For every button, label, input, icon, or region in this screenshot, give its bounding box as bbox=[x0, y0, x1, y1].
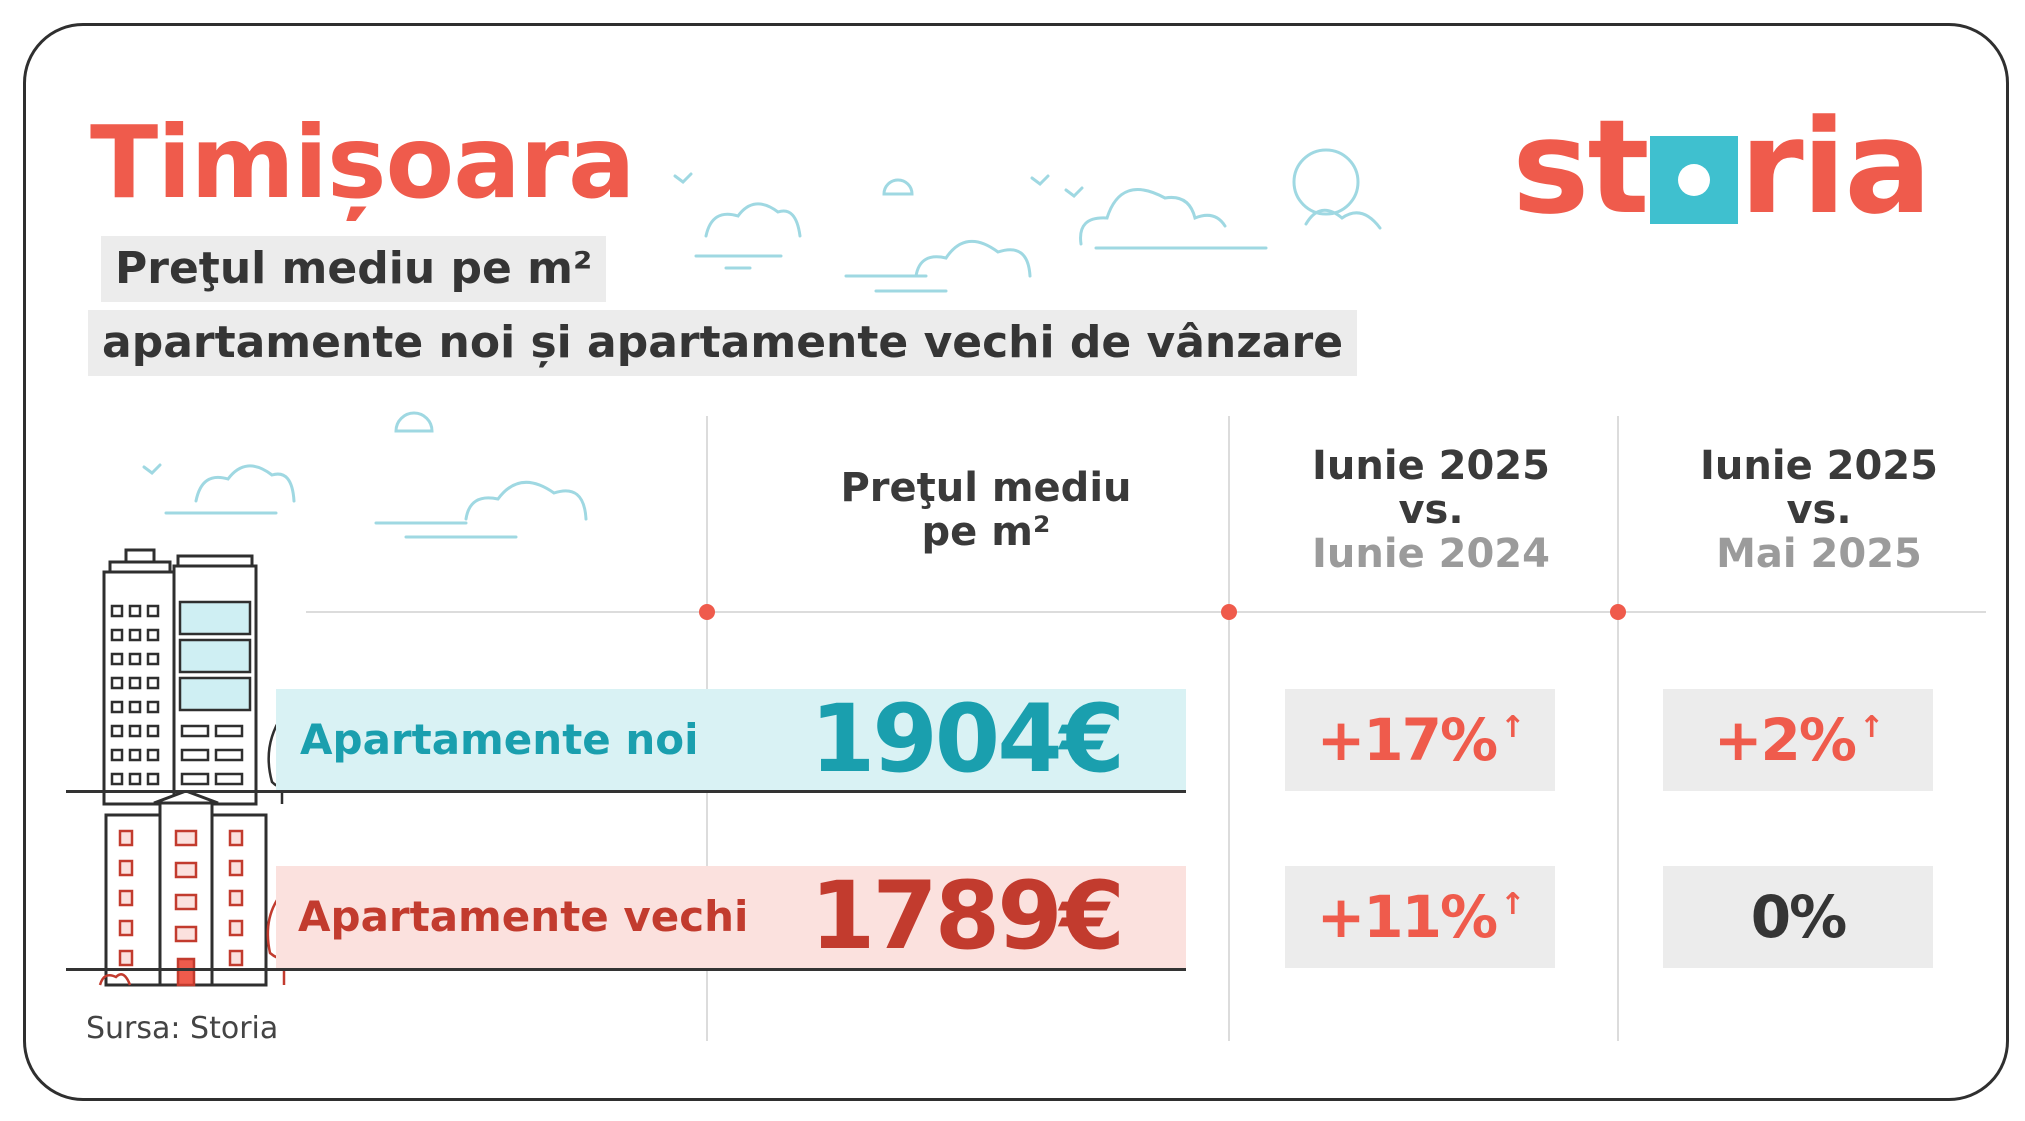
ground-line bbox=[66, 968, 1186, 971]
change-yoy-new: +17% ↑ bbox=[1285, 689, 1555, 791]
divider-dot bbox=[699, 604, 715, 620]
cloud-icon bbox=[673, 148, 1382, 293]
logo-square-icon bbox=[1649, 135, 1738, 224]
subtitle-line-1: Preţul mediu pe m² bbox=[101, 236, 607, 302]
header-line: Iunie 2025 bbox=[1312, 443, 1550, 489]
city-title: Timișoara bbox=[90, 104, 635, 221]
source-note: Sursa: Storia bbox=[86, 1011, 279, 1046]
header-line: vs. bbox=[1786, 487, 1852, 533]
header-line-muted: Mai 2025 bbox=[1716, 531, 1922, 577]
row-label-new: Apartamente noi bbox=[300, 715, 699, 764]
logo-text-end: ria bbox=[1739, 91, 1932, 243]
infographic-card: Timișoara Preţul mediu pe m² apartamente… bbox=[23, 23, 2009, 1101]
column-header-yoy: Iunie 2025 vs. Iunie 2024 bbox=[1236, 444, 1626, 576]
storia-logo: st ria bbox=[1512, 91, 1932, 243]
logo-text-start: st bbox=[1512, 91, 1650, 243]
column-divider bbox=[1228, 416, 1230, 1041]
column-header-price: Preţul mediu pe m² bbox=[726, 466, 1246, 554]
column-divider bbox=[1617, 416, 1619, 1041]
header-line: pe m² bbox=[921, 509, 1051, 555]
divider-dot bbox=[1221, 604, 1237, 620]
price-old: 1789€ bbox=[809, 862, 1125, 971]
building-new-icon bbox=[102, 548, 297, 806]
price-new: 1904€ bbox=[809, 685, 1125, 794]
row-band-old bbox=[276, 866, 1186, 968]
arrow-up-icon: ↑ bbox=[1500, 709, 1525, 745]
arrow-up-icon: ↑ bbox=[1500, 886, 1525, 922]
cloud-icon bbox=[142, 411, 588, 539]
subtitle-line-2: apartamente noi și apartamente vechi de … bbox=[88, 310, 1358, 376]
header-line: Preţul mediu bbox=[840, 465, 1132, 511]
change-value: +11% bbox=[1316, 883, 1498, 951]
header-divider bbox=[306, 611, 1986, 613]
header-line-muted: Iunie 2024 bbox=[1312, 531, 1550, 577]
change-yoy-old: +11% ↑ bbox=[1285, 866, 1555, 968]
change-mom-old: 0% bbox=[1663, 866, 1933, 968]
column-header-mom: Iunie 2025 vs. Mai 2025 bbox=[1624, 443, 2006, 577]
change-value: +2% bbox=[1713, 706, 1857, 774]
divider-dot bbox=[1610, 604, 1626, 620]
ground-line bbox=[66, 790, 1186, 793]
change-mom-new: +2% ↑ bbox=[1663, 689, 1933, 791]
change-value: +17% bbox=[1316, 706, 1498, 774]
arrow-up-icon: ↑ bbox=[1858, 709, 1884, 745]
row-label-old: Apartamente vechi bbox=[298, 892, 749, 941]
change-value: 0% bbox=[1750, 883, 1847, 951]
header-line: Iunie 2025 bbox=[1700, 443, 1938, 489]
row-band-new bbox=[276, 689, 1186, 791]
header-line: vs. bbox=[1398, 487, 1464, 533]
